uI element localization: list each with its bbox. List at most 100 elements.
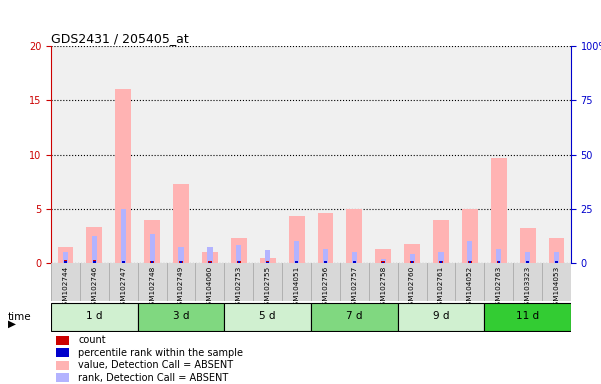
Text: 7 d: 7 d [346,311,362,321]
Bar [295,261,298,263]
Bar [237,261,240,263]
Bar [469,262,471,263]
Bar [56,361,69,370]
Text: GSM102747: GSM102747 [120,266,126,310]
Bar [93,261,96,263]
Text: percentile rank within the sample: percentile rank within the sample [78,348,243,358]
Bar [93,260,96,263]
Text: GSM102757: GSM102757 [352,266,358,310]
Bar [353,262,356,263]
Bar [317,213,334,263]
Bar [115,89,131,263]
Bar [87,227,102,263]
Bar [288,217,305,263]
Text: GSM102746: GSM102746 [91,266,97,310]
Text: GSM102749: GSM102749 [178,266,184,310]
Bar [295,262,297,263]
Bar [236,245,242,263]
Bar [382,262,385,263]
Text: GSM104051: GSM104051 [293,266,299,310]
Bar [549,238,564,263]
Bar [266,262,269,263]
Text: GSM102756: GSM102756 [323,266,329,310]
Bar [439,261,443,263]
Text: GSM103323: GSM103323 [525,266,531,310]
Bar [410,261,414,263]
Text: GSM104052: GSM104052 [467,266,473,310]
Text: GSM102758: GSM102758 [380,266,386,310]
Text: rank, Detection Call = ABSENT: rank, Detection Call = ABSENT [78,373,228,383]
Bar [56,348,69,357]
Bar [323,249,328,263]
Bar [526,262,529,263]
Text: value, Detection Call = ABSENT: value, Detection Call = ABSENT [78,360,233,370]
Text: time: time [8,312,31,322]
Text: GSM102748: GSM102748 [149,266,155,310]
Text: 11 d: 11 d [516,311,539,321]
Bar [375,249,391,263]
Bar [294,242,299,263]
Text: GSM104060: GSM104060 [207,266,213,310]
Bar [311,303,398,331]
Bar [224,303,311,331]
Bar [325,262,327,263]
Text: GSM102763: GSM102763 [496,266,502,310]
Bar [179,261,183,263]
Bar [352,252,357,263]
Bar [231,238,247,263]
Bar [554,252,559,263]
Bar [121,209,126,263]
Bar [525,252,530,263]
Bar [411,262,413,263]
Bar [178,247,184,263]
Bar [409,254,415,263]
Text: 3 d: 3 d [173,311,189,321]
Bar [467,242,472,263]
Text: GSM102755: GSM102755 [264,266,270,310]
Bar [520,228,535,263]
Bar [497,261,501,263]
Text: GSM102761: GSM102761 [438,266,444,310]
Bar [122,261,124,263]
Bar [498,262,500,263]
Text: GSM104053: GSM104053 [554,266,560,310]
Bar [555,261,558,263]
Bar [237,262,240,263]
Bar [151,261,153,263]
Text: GSM102760: GSM102760 [409,266,415,310]
Bar [51,303,138,331]
Bar [433,220,449,263]
Bar [208,262,212,263]
Bar [173,184,189,263]
Bar [56,373,69,382]
Bar [150,234,155,263]
Bar [462,209,478,263]
Bar [144,220,160,263]
Text: 5 d: 5 d [260,311,276,321]
Bar [64,261,67,263]
Bar [58,247,73,263]
Bar [266,262,269,263]
Text: GDS2431 / 205405_at: GDS2431 / 205405_at [51,32,189,45]
Bar [484,303,571,331]
Bar [398,303,484,331]
Bar [440,262,442,263]
Text: 9 d: 9 d [433,311,449,321]
Bar [209,262,211,263]
Bar [265,250,270,263]
Bar [63,252,68,263]
Text: GSM102744: GSM102744 [63,266,69,310]
Bar [380,259,386,263]
Text: ▶: ▶ [8,319,16,329]
Bar [346,209,362,263]
Bar [180,262,182,263]
Bar [260,258,276,263]
Bar [64,260,67,263]
Bar [526,261,529,263]
Bar [207,247,213,263]
Bar [353,261,356,263]
Bar [491,158,507,263]
Text: 1 d: 1 d [86,311,103,321]
Bar [324,261,327,263]
Bar [138,303,224,331]
